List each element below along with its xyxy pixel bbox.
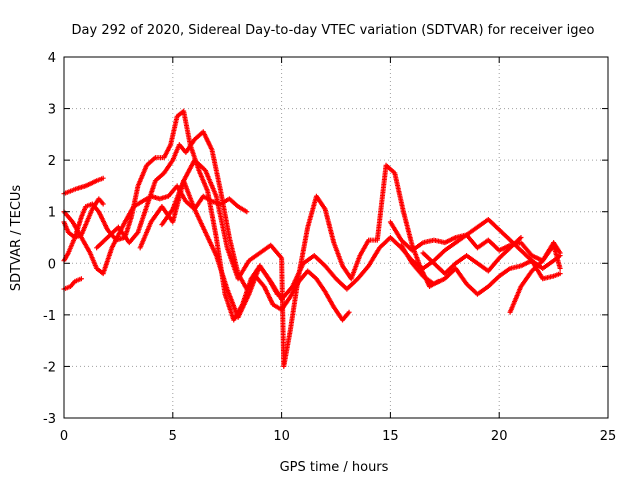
x-axis-label: GPS time / hours (280, 460, 389, 475)
grid (64, 57, 608, 418)
x-tick-label: 0 (60, 429, 68, 444)
x-tick-label: 25 (600, 429, 617, 444)
series-track-g (137, 157, 441, 369)
data-point (100, 201, 106, 207)
y-tick-label: 0 (48, 257, 56, 272)
x-tick-label: 20 (491, 429, 508, 444)
plot-frame (63, 56, 609, 419)
series-track-l (507, 240, 563, 315)
series-track-f (94, 129, 352, 323)
series-track-b (61, 183, 250, 277)
y-tick-label: 1 (48, 206, 56, 221)
data-point (244, 209, 250, 215)
y-tick-label: 2 (48, 154, 56, 169)
y-tick-label: 3 (48, 103, 56, 118)
data-point (557, 265, 563, 271)
y-tick-label: -3 (43, 412, 56, 427)
y-tick-label: -1 (43, 309, 56, 324)
y-tick-label: -2 (43, 360, 56, 375)
series-track-k (420, 235, 524, 277)
data-series (61, 108, 563, 369)
chart-title: Day 292 of 2020, Sidereal Day-to-day VTE… (72, 23, 595, 38)
data-point (557, 271, 563, 277)
y-axis-label: SDTVAR / TECUs (9, 185, 24, 292)
y-tick-label: 4 (48, 51, 56, 66)
x-tick-label: 5 (169, 429, 177, 444)
x-tick-label: 10 (273, 429, 290, 444)
series-track-j (387, 219, 563, 271)
data-point (100, 175, 106, 181)
x-tick-label: 15 (382, 429, 399, 444)
data-point (78, 276, 84, 282)
data-point (346, 309, 352, 315)
data-point (518, 235, 524, 240)
series-track-a (61, 175, 106, 197)
data-point (557, 250, 563, 256)
series-track-h (159, 178, 563, 320)
axis-ticks: 0 5 10 15 20 25 -3 -2 -1 0 1 2 3 4 (43, 51, 616, 444)
